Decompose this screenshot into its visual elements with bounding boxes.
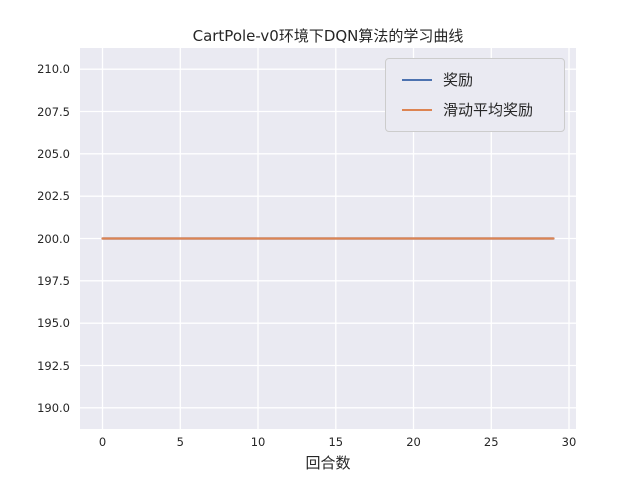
legend-label-reward: 奖励 bbox=[443, 71, 474, 89]
chart-title: CartPole-v0环境下DQN算法的学习曲线 bbox=[192, 27, 464, 45]
y-tick-label: 197.5 bbox=[37, 273, 70, 288]
y-tick-label: 205.0 bbox=[37, 146, 70, 161]
x-tick-label: 5 bbox=[176, 435, 184, 449]
x-tick-label: 20 bbox=[406, 435, 421, 449]
x-axis-label: 回合数 bbox=[305, 454, 351, 472]
plot-area: 奖励 滑动平均奖励 bbox=[80, 48, 576, 429]
legend-label-moving-average-reward: 滑动平均奖励 bbox=[443, 101, 534, 119]
y-tick-label: 200.0 bbox=[37, 231, 70, 246]
x-tick-label: 10 bbox=[250, 435, 266, 449]
y-tick-label: 195.0 bbox=[37, 316, 70, 331]
x-tick-label: 15 bbox=[328, 435, 344, 449]
y-tick-label: 207.5 bbox=[37, 104, 70, 119]
y-tick-label: 202.5 bbox=[37, 189, 70, 204]
y-tick-label: 190.0 bbox=[37, 400, 70, 415]
x-tick-label: 0 bbox=[98, 435, 107, 449]
legend-item-moving-average-reward: 滑动平均奖励 bbox=[402, 101, 548, 119]
x-tick-label: 30 bbox=[561, 435, 577, 449]
y-tick-label: 210.0 bbox=[37, 62, 70, 77]
x-tick-label: 25 bbox=[483, 435, 499, 449]
plot-canvas bbox=[80, 48, 576, 429]
legend-line-swatch-reward bbox=[402, 78, 432, 82]
legend-line-swatch-moving-average-reward bbox=[402, 108, 432, 112]
legend: 奖励 滑动平均奖励 bbox=[385, 58, 565, 132]
legend-item-reward: 奖励 bbox=[402, 71, 548, 89]
y-tick-label: 192.5 bbox=[37, 358, 70, 373]
